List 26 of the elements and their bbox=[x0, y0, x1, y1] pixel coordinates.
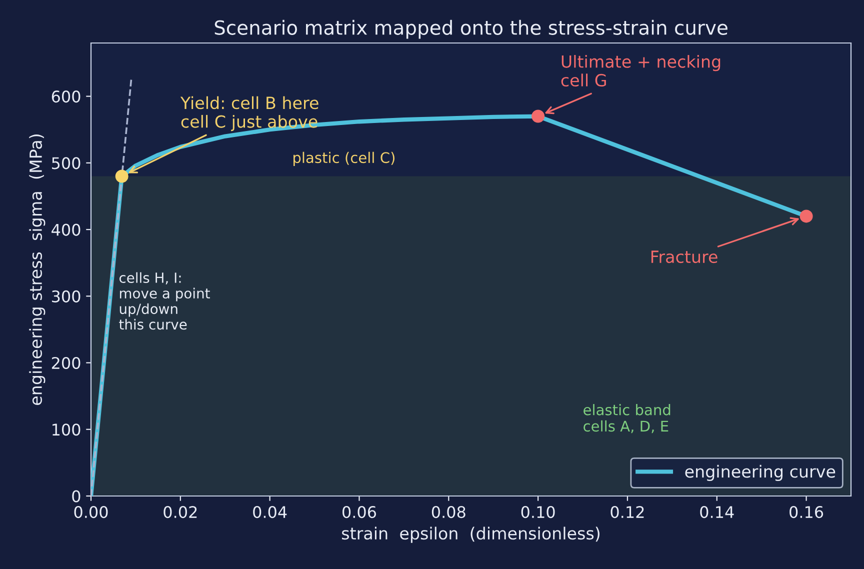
annotation: plastic (cell C) bbox=[294, 152, 394, 166]
x-tick-label: 0.06 bbox=[342, 506, 376, 518]
y-tick-label: 200 bbox=[52, 356, 80, 370]
y-axis-title: engineering stress sigma (MPa) bbox=[29, 134, 46, 405]
annotation: Yield: cell B here cell C just above bbox=[180, 96, 318, 132]
y-tick-label: 500 bbox=[52, 157, 80, 170]
legend-label: engineering curve bbox=[685, 464, 836, 481]
annotation: Fracture bbox=[651, 250, 718, 264]
x-tick-label: 0.00 bbox=[74, 506, 108, 518]
x-axis-title: strain epsilon (dimensionless) bbox=[342, 526, 600, 543]
x-tick-label: 0.16 bbox=[790, 506, 824, 518]
chart-title: Scenario matrix mapped onto the stress-strain curve bbox=[214, 20, 728, 39]
x-tick-label: 0.08 bbox=[432, 506, 466, 518]
x-tick-label: 0.14 bbox=[700, 506, 734, 518]
annotation: Ultimate + necking cell G bbox=[561, 54, 720, 87]
x-tick-label: 0.02 bbox=[164, 506, 197, 518]
y-tick-label: 300 bbox=[52, 290, 80, 302]
x-tick-label: 0.10 bbox=[521, 506, 555, 518]
x-tick-label: 0.04 bbox=[253, 506, 287, 518]
annotation: cells H, I: move a point up/down this curve bbox=[119, 272, 210, 330]
y-tick-label: 600 bbox=[52, 90, 80, 103]
y-tick-label: 0 bbox=[72, 490, 80, 502]
y-tick-label: 400 bbox=[52, 224, 80, 236]
band-label: elastic band cells A, D, E bbox=[584, 404, 670, 434]
x-tick-label: 0.12 bbox=[610, 506, 644, 518]
y-tick-label: 100 bbox=[52, 424, 80, 436]
